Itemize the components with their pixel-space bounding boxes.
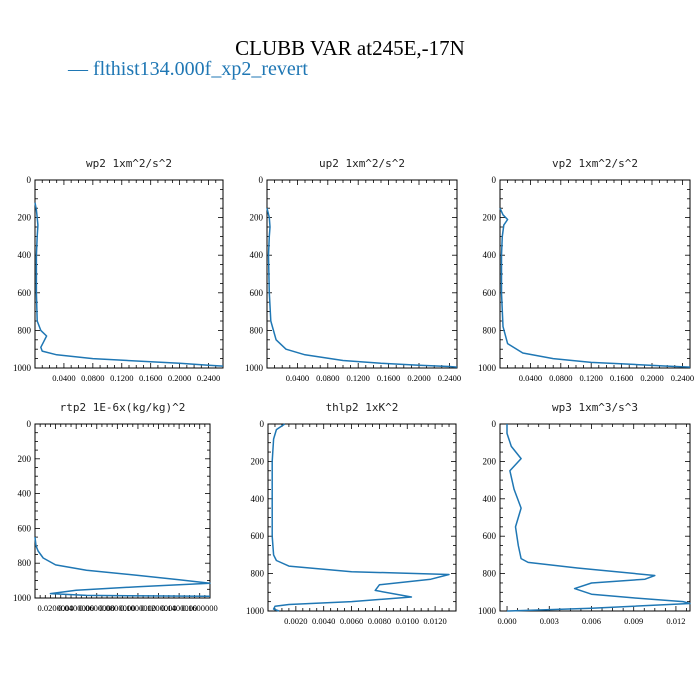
- y-tick-label: 1000: [478, 606, 497, 616]
- y-tick-label: 800: [18, 558, 32, 568]
- chart-panel-4: rtp2 1E-6x(kg/kg)^2 0 200 400 600 800 1000 0.02…: [13, 401, 218, 613]
- y-tick-label: 800: [251, 569, 265, 579]
- x-tick-label: 0.2400: [671, 373, 694, 383]
- y-tick-label: 400: [18, 489, 32, 499]
- y-tick-label: 200: [483, 456, 497, 466]
- y-tick-label: 1000: [478, 363, 497, 373]
- x-tick-label: 0.1200: [347, 373, 370, 383]
- x-tick-label: 0.2000: [407, 373, 430, 383]
- x-tick-label: 0.0080: [368, 616, 391, 626]
- panel-title: wp3 1xm^3/s^3: [552, 401, 638, 414]
- series-line: [506, 424, 691, 612]
- plot-frame: [34, 423, 211, 599]
- x-tick-label: 0.0040: [312, 616, 335, 626]
- y-tick-label: 600: [250, 288, 264, 298]
- x-tick-label: 0.1400000: [161, 603, 197, 613]
- y-tick-label: 600: [18, 523, 32, 533]
- y-tick-label: 400: [483, 250, 497, 260]
- y-tick-label: 600: [18, 288, 32, 298]
- y-tick-label: 0: [260, 419, 265, 429]
- y-tick-label: 0: [492, 419, 497, 429]
- x-tick-label: 0.009: [624, 616, 643, 626]
- plot-frame: [499, 179, 691, 369]
- x-tick-label: 0.0060: [340, 616, 363, 626]
- series-line: [499, 207, 691, 368]
- y-tick-label: 1000: [246, 606, 265, 616]
- x-tick-label: 0.0600000: [79, 603, 115, 613]
- y-tick-label: 600: [483, 288, 497, 298]
- y-tick-label: 200: [250, 213, 264, 223]
- x-tick-label: 0.0020: [284, 616, 307, 626]
- x-tick-label: 0.012: [666, 616, 685, 626]
- chart-panel-1: wp2 1xm^2/s^2 0 200 400 600 800 1000 0.0400 0.08…: [13, 157, 224, 383]
- y-tick-label: 0: [259, 175, 264, 185]
- series-line: [34, 202, 224, 367]
- y-tick-label: 0: [492, 175, 497, 185]
- y-tick-label: 600: [483, 531, 497, 541]
- x-tick-label: 0.1600: [377, 373, 400, 383]
- plot-frame: [266, 179, 458, 369]
- x-tick-label: 0.0400: [52, 373, 75, 383]
- x-tick-label: 0.0800: [316, 373, 339, 383]
- plot-frame: [267, 423, 457, 612]
- panel-title: vp2 1xm^2/s^2: [552, 157, 638, 170]
- x-tick-label: 0.0400: [286, 373, 309, 383]
- series-line: [266, 208, 458, 368]
- x-tick-label: 0.1200000: [140, 603, 176, 613]
- panel-title: up2 1xm^2/s^2: [319, 157, 405, 170]
- plot-frame: [34, 179, 224, 369]
- x-tick-label: 0.0800: [81, 373, 104, 383]
- y-tick-label: 400: [483, 494, 497, 504]
- y-tick-label: 400: [251, 494, 265, 504]
- x-tick-label: 0.2400: [197, 373, 220, 383]
- y-tick-label: 0: [27, 419, 32, 429]
- x-tick-label: 0.1600: [139, 373, 162, 383]
- x-tick-label: 0.000: [497, 616, 516, 626]
- x-tick-label: 0.1200: [110, 373, 133, 383]
- y-tick-label: 800: [250, 325, 264, 335]
- x-tick-label: 0.0100: [396, 616, 419, 626]
- y-tick-label: 400: [250, 250, 264, 260]
- x-tick-label: 0.1600: [610, 373, 633, 383]
- main-title: CLUBB VAR at245E,-17N: [235, 36, 465, 60]
- x-tick-label: 0.2400: [438, 373, 461, 383]
- x-tick-label: 0.0120: [423, 616, 446, 626]
- y-tick-label: 1000: [13, 363, 32, 373]
- y-tick-label: 1000: [13, 593, 32, 603]
- y-tick-label: 0: [27, 175, 32, 185]
- y-tick-label: 200: [18, 213, 32, 223]
- chart-panel-5: thlp2 1xK^2 0 200 400 600 800 1000 0.0020 0.0040…: [246, 401, 457, 626]
- x-tick-label: 0.2000: [640, 373, 663, 383]
- y-tick-label: 1000: [245, 363, 264, 373]
- x-tick-label: 0.0800: [549, 373, 572, 383]
- panel-title: rtp2 1E-6x(kg/kg)^2: [60, 401, 186, 414]
- x-tick-label: 0.0200000: [38, 603, 74, 613]
- y-tick-label: 600: [251, 531, 265, 541]
- x-tick-label: 0.1000000: [120, 603, 156, 613]
- y-tick-label: 800: [483, 325, 497, 335]
- x-tick-label: 0.0400000: [58, 603, 94, 613]
- chart-panel-2: up2 1xm^2/s^2 0 200 400 600 800 1000 0.0400 0.08…: [245, 157, 461, 383]
- x-tick-label: 0.1600000: [182, 603, 218, 613]
- series-line: [271, 423, 450, 612]
- chart-panel-6: wp3 1xm^3/s^3 0 200 400 600 800 10000.000 0.003…: [478, 401, 691, 626]
- legend-entry: — flthist134.000f_xp2_revert: [68, 58, 308, 80]
- x-tick-label: 0.006: [582, 616, 601, 626]
- y-tick-label: 200: [251, 456, 265, 466]
- y-tick-label: 200: [18, 454, 32, 464]
- y-tick-label: 200: [483, 213, 497, 223]
- x-tick-label: 0.0400: [519, 373, 542, 383]
- x-tick-label: 0.1200: [580, 373, 603, 383]
- y-tick-label: 800: [18, 325, 32, 335]
- series-line: [34, 537, 211, 598]
- x-tick-label: 0.003: [540, 616, 559, 626]
- x-tick-label: 0.2000: [168, 373, 191, 383]
- chart-panel-3: vp2 1xm^2/s^2 0 200 400 600 800 1000 0.0400 0.08…: [478, 157, 694, 383]
- panel-title: thlp2 1xK^2: [326, 401, 399, 414]
- panel-title: wp2 1xm^2/s^2: [86, 157, 172, 170]
- y-tick-label: 400: [18, 250, 32, 260]
- x-tick-label: 0.0800000: [99, 603, 135, 613]
- y-tick-label: 800: [483, 569, 497, 579]
